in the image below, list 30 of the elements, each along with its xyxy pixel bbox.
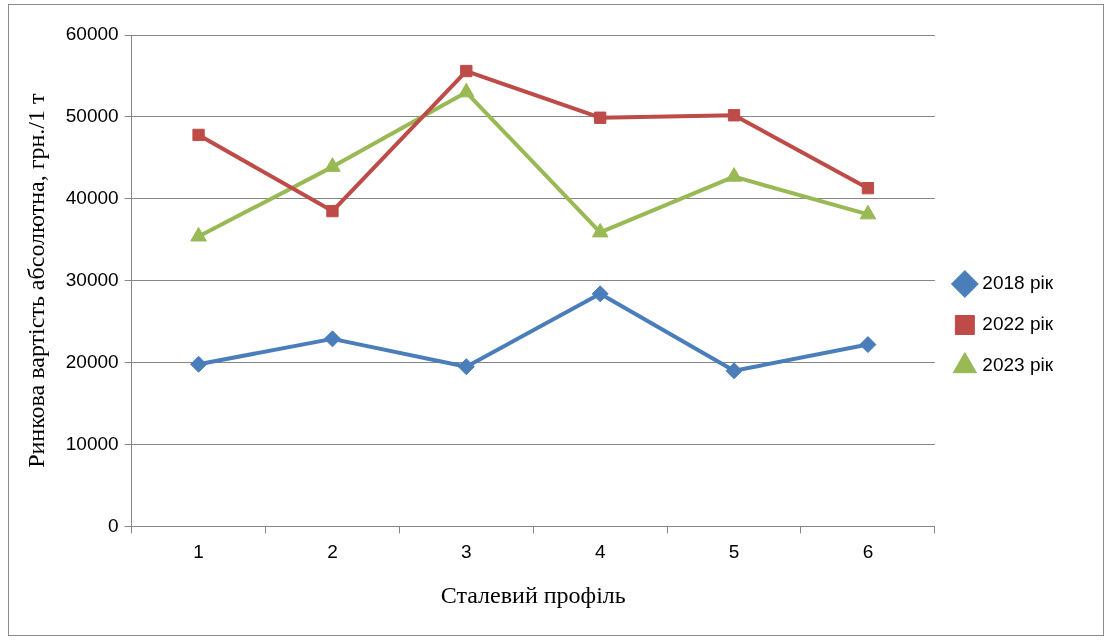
y-axis-title: Ринкова вартість абсолютна, грн./1 т: [22, 93, 49, 468]
y-tick-label: 10000: [65, 432, 119, 454]
y-tick-label: 50000: [65, 105, 119, 127]
point: [323, 330, 341, 348]
point: [727, 109, 741, 122]
legend-label: 2023 рік: [982, 354, 1054, 376]
point: [859, 336, 877, 354]
x-tick-label: 3: [461, 541, 472, 563]
point: [594, 111, 607, 124]
x-tick-label: 4: [594, 541, 606, 563]
point: [190, 355, 208, 373]
point: [861, 182, 875, 195]
x-tick-label: 1: [193, 541, 204, 563]
y-tick-label: 20000: [65, 350, 119, 372]
x-tick-label: 5: [728, 541, 740, 563]
y-tick-label: 30000: [65, 268, 119, 290]
x-axis-title: Сталевий профіль: [440, 581, 626, 608]
point: [591, 285, 609, 303]
y-tick-label: 40000: [65, 187, 119, 209]
legend-label: 2022 рік: [982, 313, 1054, 335]
x-tick-label: 2: [327, 541, 338, 563]
point: [326, 204, 339, 218]
y-tick-label: 0: [108, 514, 119, 536]
point: [460, 64, 473, 78]
point: [725, 362, 743, 380]
point: [457, 358, 475, 376]
point: [192, 128, 205, 142]
x-tick-label: 6: [862, 541, 874, 563]
y-tick-label: 60000: [65, 23, 119, 45]
legend-label: 2018 рік: [982, 272, 1054, 294]
